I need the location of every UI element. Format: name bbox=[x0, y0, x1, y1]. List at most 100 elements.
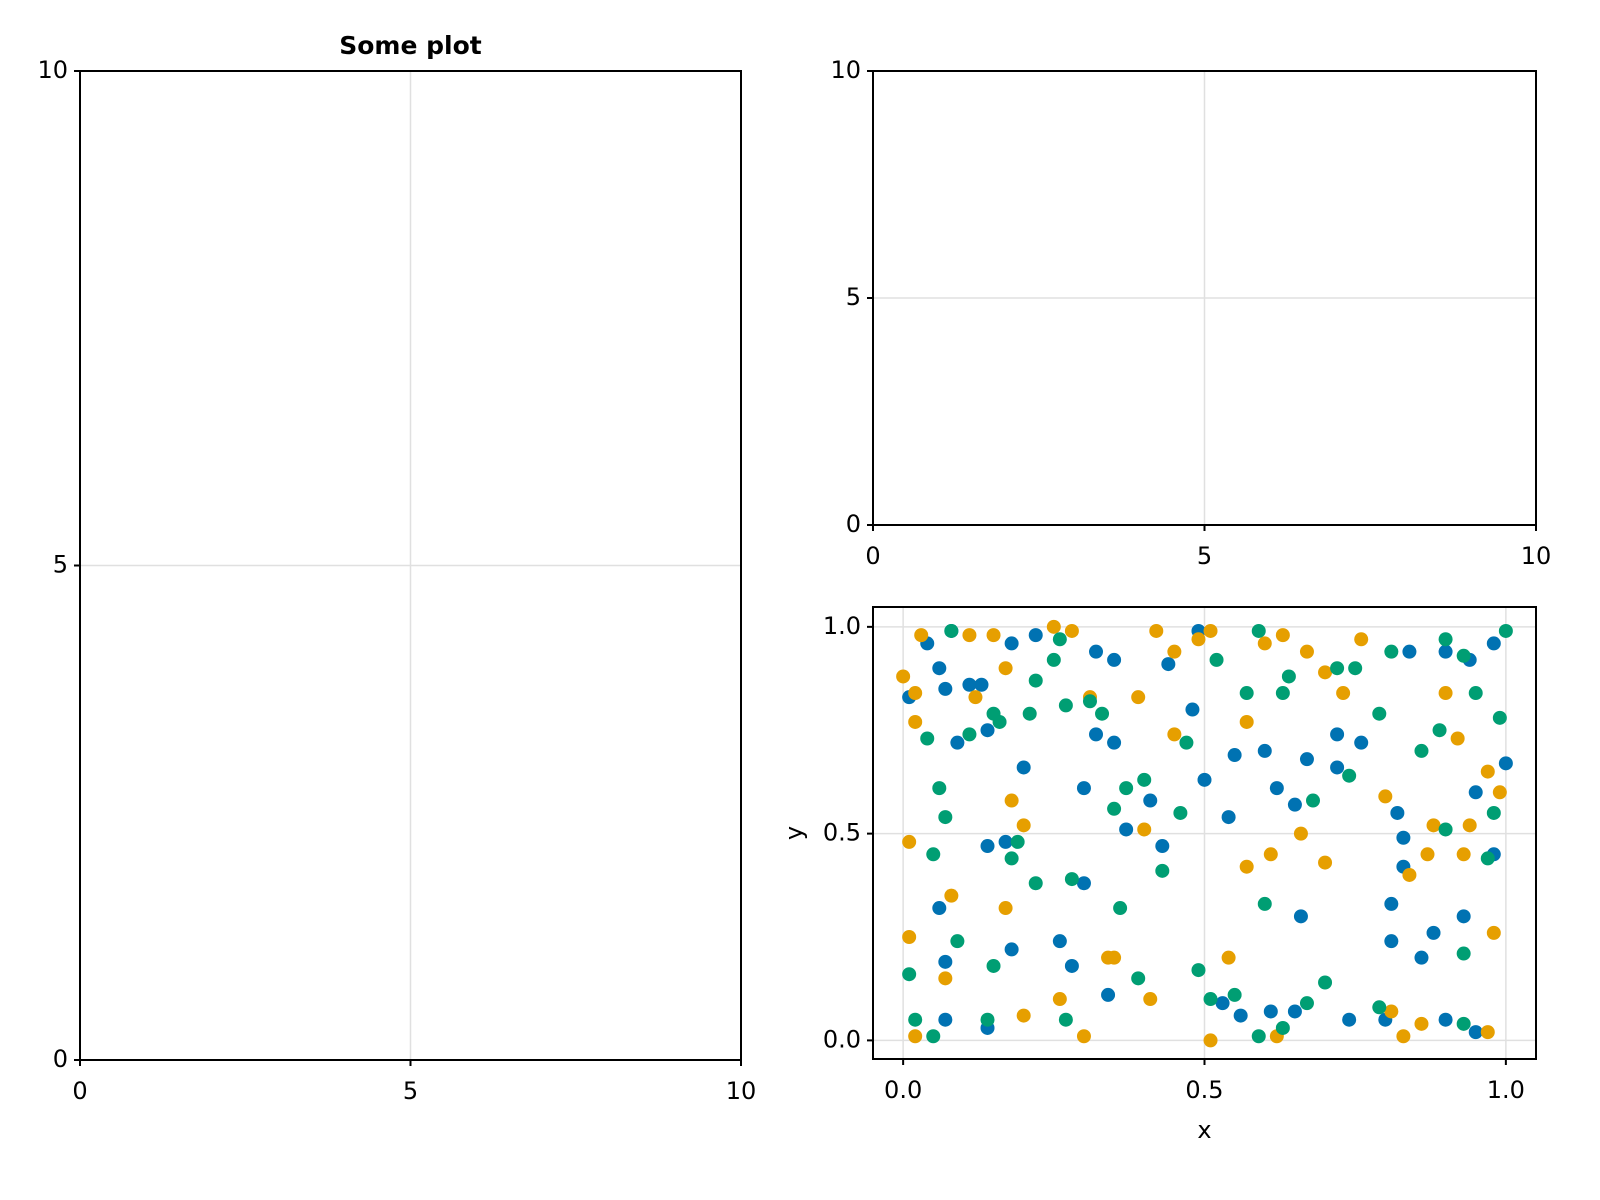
scatter-point bbox=[1257, 896, 1272, 911]
scatter-point bbox=[1275, 628, 1290, 643]
scatter-point bbox=[1221, 810, 1236, 825]
y-tick-label: 5 bbox=[53, 551, 68, 579]
scatter-point bbox=[1426, 925, 1441, 940]
scatter-point bbox=[1149, 623, 1164, 638]
scatter-point bbox=[1107, 735, 1122, 750]
scatter-point bbox=[1191, 632, 1206, 647]
scatter-point bbox=[1239, 714, 1254, 729]
y-tick-label: 10 bbox=[830, 56, 861, 84]
scatter-point bbox=[1257, 636, 1272, 651]
scatter-point bbox=[1131, 690, 1146, 705]
scatter-point bbox=[1185, 702, 1200, 717]
scatter-point bbox=[1456, 909, 1471, 924]
scatter-point bbox=[980, 1012, 995, 1027]
scatter-point bbox=[1287, 1004, 1302, 1019]
scatter-point bbox=[1293, 826, 1308, 841]
scatter-point bbox=[1480, 851, 1495, 866]
x-tick-label: 0.0 bbox=[884, 1076, 922, 1104]
scatter-point bbox=[968, 690, 983, 705]
scatter-point bbox=[1191, 963, 1206, 978]
scatter-point bbox=[1275, 1020, 1290, 1035]
scatter-point bbox=[1498, 623, 1513, 638]
scatter-point bbox=[1299, 996, 1314, 1011]
scatter-point bbox=[1095, 706, 1110, 721]
scatter-point bbox=[1414, 1016, 1429, 1031]
scatter-point bbox=[1028, 876, 1043, 891]
scatter-point bbox=[1004, 942, 1019, 957]
scatter-point bbox=[1119, 822, 1134, 837]
scatter-point bbox=[1318, 975, 1333, 990]
y-tick-label: 0.0 bbox=[823, 1025, 861, 1053]
scatter-point bbox=[908, 714, 923, 729]
scatter-point bbox=[1076, 781, 1091, 796]
scatter-point bbox=[1113, 901, 1128, 916]
y-tick-label: 0 bbox=[53, 1045, 68, 1073]
scatter-point bbox=[1330, 661, 1345, 676]
scatter-point bbox=[1438, 1012, 1453, 1027]
scatter-point bbox=[932, 661, 947, 676]
scatter-point bbox=[1438, 644, 1453, 659]
scatter-point bbox=[1209, 652, 1224, 667]
scatter-point bbox=[1456, 847, 1471, 862]
y-tick-label: 1.0 bbox=[823, 612, 861, 640]
scatter-point bbox=[1330, 760, 1345, 775]
x-tick-label: 0.5 bbox=[1185, 1076, 1223, 1104]
scatter-point bbox=[1372, 1000, 1387, 1015]
scatter-point bbox=[1402, 644, 1417, 659]
scatter-point bbox=[1227, 748, 1242, 763]
axis-frame bbox=[872, 70, 1537, 526]
scatter-point bbox=[1233, 1008, 1248, 1023]
scatter-point bbox=[1082, 694, 1097, 709]
scatter-point bbox=[1004, 636, 1019, 651]
scatter-point bbox=[1089, 644, 1104, 659]
scatter-point bbox=[1016, 760, 1031, 775]
scatter-point bbox=[1046, 619, 1061, 634]
scatter-point bbox=[1468, 1025, 1483, 1040]
scatter-point bbox=[1342, 768, 1357, 783]
scatter-point bbox=[1251, 1029, 1266, 1044]
scatter-point bbox=[1119, 781, 1134, 796]
scatter-point bbox=[938, 1012, 953, 1027]
scatter-point bbox=[1179, 735, 1194, 750]
scatter-point bbox=[980, 723, 995, 738]
scatter-point bbox=[1028, 673, 1043, 688]
axis-title: Some plot bbox=[339, 31, 482, 60]
scatter-point bbox=[1155, 863, 1170, 878]
scatter-point bbox=[1131, 971, 1146, 986]
scatter-point bbox=[1372, 706, 1387, 721]
scatter-point bbox=[920, 731, 935, 746]
scatter-point bbox=[1450, 731, 1465, 746]
x-tick-label: 1.0 bbox=[1487, 1076, 1525, 1104]
scatter-point bbox=[1263, 1004, 1278, 1019]
scatter-point bbox=[1287, 797, 1302, 812]
scatter-point bbox=[1402, 867, 1417, 882]
y-tick-label: 5 bbox=[846, 283, 861, 311]
scatter-point bbox=[908, 1029, 923, 1044]
scatter-point bbox=[1101, 987, 1116, 1002]
scatter-point bbox=[1107, 652, 1122, 667]
scatter-point bbox=[1263, 847, 1278, 862]
x-tick-label: 10 bbox=[726, 1077, 757, 1105]
scatter-point bbox=[1143, 992, 1158, 1007]
scatter-point bbox=[1028, 628, 1043, 643]
axis-frame bbox=[79, 70, 742, 1061]
scatter-point bbox=[1486, 805, 1501, 820]
scatter-point bbox=[938, 971, 953, 986]
y-tick-label: 0.5 bbox=[823, 819, 861, 847]
scatter-point bbox=[1492, 785, 1507, 800]
scatter-point bbox=[1462, 818, 1477, 833]
scatter-point bbox=[1498, 756, 1513, 771]
scatter-point bbox=[1293, 909, 1308, 924]
scatter-point bbox=[1438, 686, 1453, 701]
scatter-point bbox=[914, 628, 929, 643]
scatter-point bbox=[1137, 772, 1152, 787]
scatter-point bbox=[938, 954, 953, 969]
scatter-point bbox=[998, 661, 1013, 676]
scatter-point bbox=[1426, 818, 1441, 833]
scatter-point bbox=[1137, 822, 1152, 837]
scatter-point bbox=[1318, 855, 1333, 870]
scatter-point bbox=[1022, 706, 1037, 721]
scatter-point bbox=[1299, 644, 1314, 659]
scatter-point bbox=[962, 727, 977, 742]
